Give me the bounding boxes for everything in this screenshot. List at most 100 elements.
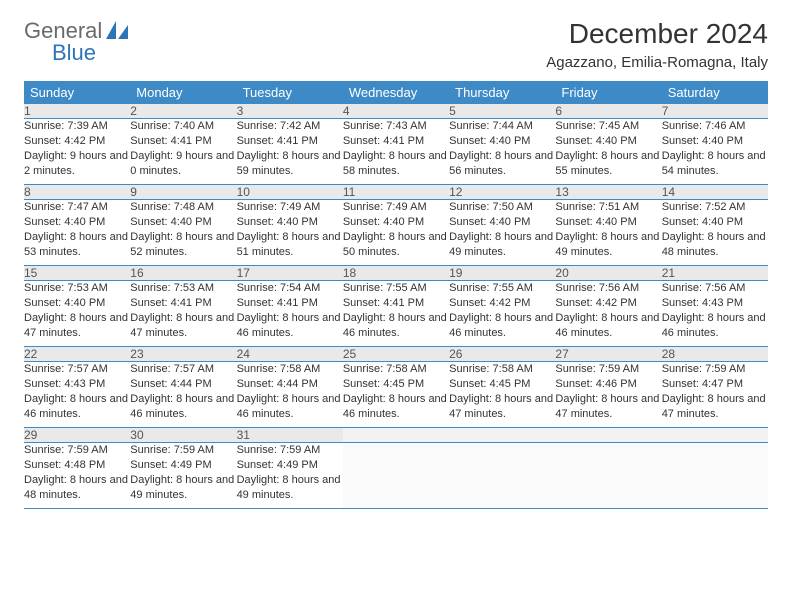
day-number-cell: 4 [343,104,449,119]
title-block: December 2024 Agazzano, Emilia-Romagna, … [546,18,768,71]
day-info-cell: Sunrise: 7:49 AMSunset: 4:40 PMDaylight:… [343,200,449,266]
day-info-cell: Sunrise: 7:49 AMSunset: 4:40 PMDaylight:… [237,200,343,266]
day-info-cell: Sunrise: 7:57 AMSunset: 4:44 PMDaylight:… [130,362,236,428]
month-title: December 2024 [546,18,768,50]
daylight-text: Daylight: 8 hours and 46 minutes. [343,392,449,422]
day-info-cell: Sunrise: 7:43 AMSunset: 4:41 PMDaylight:… [343,119,449,185]
sunrise-text: Sunrise: 7:59 AM [555,362,661,377]
day-info-cell [662,443,768,509]
sunrise-text: Sunrise: 7:53 AM [24,281,130,296]
day-info-cell: Sunrise: 7:46 AMSunset: 4:40 PMDaylight:… [662,119,768,185]
day-info-cell: Sunrise: 7:52 AMSunset: 4:40 PMDaylight:… [662,200,768,266]
daylight-text: Daylight: 8 hours and 50 minutes. [343,230,449,260]
sunrise-text: Sunrise: 7:59 AM [237,443,343,458]
weekday-header: Monday [130,81,236,104]
day-info-cell: Sunrise: 7:53 AMSunset: 4:41 PMDaylight:… [130,281,236,347]
daylight-text: Daylight: 8 hours and 54 minutes. [662,149,768,179]
day-number-cell: 14 [662,185,768,200]
day-number-cell [555,428,661,443]
day-info-cell: Sunrise: 7:57 AMSunset: 4:43 PMDaylight:… [24,362,130,428]
calendar-table: Sunday Monday Tuesday Wednesday Thursday… [24,81,768,509]
sunrise-text: Sunrise: 7:42 AM [237,119,343,134]
day-info-cell: Sunrise: 7:39 AMSunset: 4:42 PMDaylight:… [24,119,130,185]
sunset-text: Sunset: 4:45 PM [449,377,555,392]
sunset-text: Sunset: 4:40 PM [449,134,555,149]
day-info-cell: Sunrise: 7:58 AMSunset: 4:45 PMDaylight:… [449,362,555,428]
day-info-cell: Sunrise: 7:50 AMSunset: 4:40 PMDaylight:… [449,200,555,266]
day-info-cell: Sunrise: 7:55 AMSunset: 4:41 PMDaylight:… [343,281,449,347]
daynum-row: 22232425262728 [24,347,768,362]
day-info-cell: Sunrise: 7:58 AMSunset: 4:44 PMDaylight:… [237,362,343,428]
day-number-cell: 7 [662,104,768,119]
daylight-text: Daylight: 8 hours and 49 minutes. [555,230,661,260]
daylight-text: Daylight: 8 hours and 46 minutes. [130,392,236,422]
sunset-text: Sunset: 4:49 PM [130,458,236,473]
day-number-cell: 21 [662,266,768,281]
weekday-header: Friday [555,81,661,104]
sunset-text: Sunset: 4:40 PM [662,215,768,230]
day-number-cell: 13 [555,185,661,200]
weekday-header: Wednesday [343,81,449,104]
daynum-row: 1234567 [24,104,768,119]
day-number-cell: 5 [449,104,555,119]
daylight-text: Daylight: 8 hours and 49 minutes. [237,473,343,503]
day-info-cell: Sunrise: 7:56 AMSunset: 4:42 PMDaylight:… [555,281,661,347]
day-number-cell: 2 [130,104,236,119]
day-number-cell: 27 [555,347,661,362]
sunrise-text: Sunrise: 7:51 AM [555,200,661,215]
daylight-text: Daylight: 8 hours and 47 minutes. [449,392,555,422]
sunrise-text: Sunrise: 7:49 AM [343,200,449,215]
day-info-cell: Sunrise: 7:58 AMSunset: 4:45 PMDaylight:… [343,362,449,428]
info-row: Sunrise: 7:39 AMSunset: 4:42 PMDaylight:… [24,119,768,185]
day-info-cell: Sunrise: 7:44 AMSunset: 4:40 PMDaylight:… [449,119,555,185]
day-number-cell: 24 [237,347,343,362]
sunrise-text: Sunrise: 7:48 AM [130,200,236,215]
daylight-text: Daylight: 8 hours and 46 minutes. [555,311,661,341]
daynum-row: 891011121314 [24,185,768,200]
daylight-text: Daylight: 8 hours and 46 minutes. [343,311,449,341]
daylight-text: Daylight: 8 hours and 46 minutes. [237,392,343,422]
day-info-cell: Sunrise: 7:40 AMSunset: 4:41 PMDaylight:… [130,119,236,185]
sunrise-text: Sunrise: 7:50 AM [449,200,555,215]
sunrise-text: Sunrise: 7:54 AM [237,281,343,296]
info-row: Sunrise: 7:57 AMSunset: 4:43 PMDaylight:… [24,362,768,428]
sunrise-text: Sunrise: 7:46 AM [662,119,768,134]
sunset-text: Sunset: 4:43 PM [662,296,768,311]
daylight-text: Daylight: 8 hours and 47 minutes. [662,392,768,422]
sunset-text: Sunset: 4:40 PM [24,296,130,311]
sunset-text: Sunset: 4:40 PM [449,215,555,230]
sunset-text: Sunset: 4:41 PM [130,296,236,311]
daylight-text: Daylight: 8 hours and 46 minutes. [24,392,130,422]
day-number-cell: 17 [237,266,343,281]
sunrise-text: Sunrise: 7:52 AM [662,200,768,215]
day-info-cell [343,443,449,509]
daylight-text: Daylight: 9 hours and 0 minutes. [130,149,236,179]
weekday-header: Thursday [449,81,555,104]
sunrise-text: Sunrise: 7:43 AM [343,119,449,134]
sunrise-text: Sunrise: 7:58 AM [449,362,555,377]
daylight-text: Daylight: 8 hours and 51 minutes. [237,230,343,260]
day-info-cell: Sunrise: 7:59 AMSunset: 4:47 PMDaylight:… [662,362,768,428]
logo: General Blue [24,18,128,66]
day-number-cell: 31 [237,428,343,443]
day-info-cell: Sunrise: 7:53 AMSunset: 4:40 PMDaylight:… [24,281,130,347]
sunrise-text: Sunrise: 7:39 AM [24,119,130,134]
daynum-row: 15161718192021 [24,266,768,281]
daylight-text: Daylight: 8 hours and 56 minutes. [449,149,555,179]
day-number-cell: 1 [24,104,130,119]
day-info-cell [449,443,555,509]
sunrise-text: Sunrise: 7:47 AM [24,200,130,215]
sunset-text: Sunset: 4:41 PM [130,134,236,149]
day-number-cell: 9 [130,185,236,200]
day-number-cell: 3 [237,104,343,119]
sunset-text: Sunset: 4:40 PM [662,134,768,149]
day-info-cell: Sunrise: 7:42 AMSunset: 4:41 PMDaylight:… [237,119,343,185]
daylight-text: Daylight: 8 hours and 46 minutes. [449,311,555,341]
sunrise-text: Sunrise: 7:45 AM [555,119,661,134]
sunset-text: Sunset: 4:42 PM [24,134,130,149]
daylight-text: Daylight: 8 hours and 47 minutes. [24,311,130,341]
day-number-cell: 10 [237,185,343,200]
day-info-cell: Sunrise: 7:59 AMSunset: 4:49 PMDaylight:… [130,443,236,509]
sunset-text: Sunset: 4:40 PM [555,215,661,230]
sunrise-text: Sunrise: 7:55 AM [449,281,555,296]
